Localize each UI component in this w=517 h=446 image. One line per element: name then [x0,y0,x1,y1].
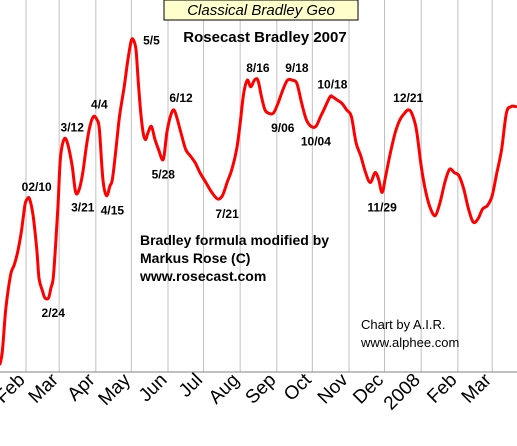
title-box [163,0,359,21]
annotation-label: 10/04 [301,134,331,148]
annotation-label: 12/21 [393,91,423,105]
annotation-label: 4/4 [91,98,108,112]
annotation-label: 3/21 [71,200,95,214]
x-tick-label: Mar [458,369,496,407]
x-tick-label: May [95,369,136,410]
credit-line-2: www.alphee.com [360,335,459,350]
annotation-label: 5/5 [143,34,160,48]
series-line-0 [0,37,517,366]
chart-title: Classical Bradley Geo [187,2,335,19]
note-line-3: www.rosecast.com [139,268,266,284]
annotation-label: 5/28 [152,167,176,181]
x-tick-label: Jun [135,370,172,407]
annotation-label: 10/18 [317,78,347,92]
x-tick-label: 2008 [380,370,425,415]
annotation-label: 7/21 [215,207,239,221]
annotation-label: 9/18 [285,61,309,75]
annotation-label: 02/10 [22,180,52,194]
grid-layer [25,0,493,372]
annotation-label: 9/06 [271,121,295,135]
x-tick-label: Mar [25,369,63,407]
label-layer: Classical Bradley Geo Rosecast Bradley 2… [139,0,459,350]
chart-subtitle: Rosecast Bradley 2007 [183,29,346,46]
line-layer [0,37,517,366]
credit-line-1: Chart by A.I.R. [361,317,446,332]
annotation-label: 2/24 [42,306,66,320]
annotation-layer: 02/10 2/24 3/12 3/21 4/4 4/15 5/5 5/28 6/12 7/21 8… [22,34,424,320]
annotation-label: 11/29 [367,200,397,214]
x-tick-label: Oct [280,369,316,405]
x-tick-label: Feb [0,370,30,408]
x-tick-label: Nov [314,369,353,408]
note-line-1: Bradley formula modified by [140,232,329,248]
annotation-label: 8/16 [246,61,270,75]
x-tick-label: Apr [64,369,100,405]
note-line-2: Markus Rose (C) [140,250,250,266]
annotation-label: 3/12 [61,121,85,135]
x-tick-label: Feb [423,370,461,408]
x-tick-label: Jul [175,370,207,402]
x-tick-label: Sep [242,370,281,409]
annotation-label: 6/12 [169,91,193,105]
x-tick-label: Aug [205,370,244,409]
annotation-label: 4/15 [101,204,125,218]
